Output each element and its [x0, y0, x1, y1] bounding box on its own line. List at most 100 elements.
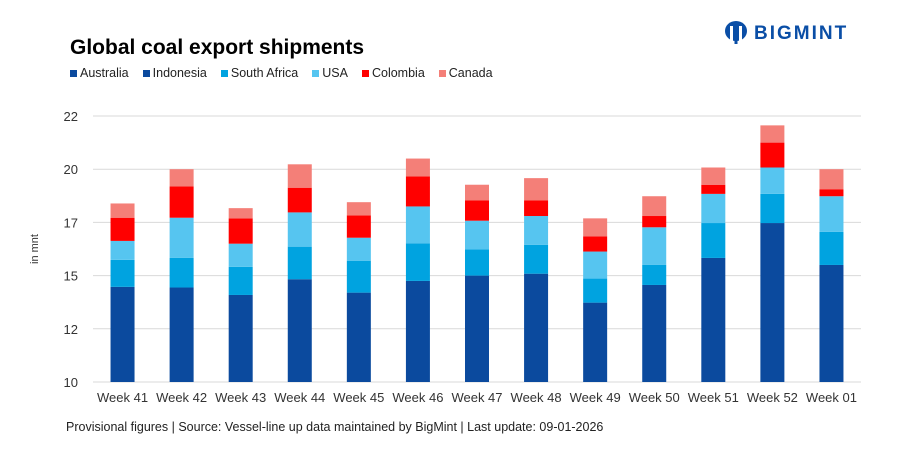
x-tick-label: Week 44 [274, 390, 325, 405]
x-tick-label: Week 49 [570, 390, 621, 405]
legend: Australia Indonesia South Africa USA Colombi… [70, 66, 493, 80]
bar-segment-australia [228, 294, 253, 382]
bar-segment-south-africa [642, 264, 667, 285]
bar-segment-canada [110, 203, 135, 218]
bar-segment-canada [760, 125, 785, 143]
bar-segment-south-africa [287, 246, 312, 280]
bar-segment-canada [228, 208, 253, 219]
bar-segment-usa [760, 167, 785, 194]
x-tick-label: Week 41 [97, 390, 148, 405]
bar-segment-usa [701, 193, 726, 224]
brand-name: BIGMINT [754, 23, 849, 44]
x-tick-label: Week 46 [392, 390, 443, 405]
chart-title: Global coal export shipments [70, 36, 365, 59]
y-axis-label: in mnt [29, 234, 41, 264]
bar-segment-south-africa [583, 278, 608, 303]
bar-segment-usa [583, 251, 608, 279]
x-tick-label: Week 43 [215, 390, 266, 405]
bar-segment-australia [819, 264, 844, 382]
bar-segment-usa [110, 240, 135, 260]
bar-segment-australia [465, 275, 489, 382]
bar-segment-south-africa [701, 223, 726, 258]
y-tick-label: 12 [64, 322, 78, 337]
bar-segment-colombia [701, 184, 726, 194]
bar-segment-canada [642, 196, 667, 217]
legend-swatch [438, 69, 446, 77]
bar-segment-south-africa [819, 231, 844, 265]
bar-segment-usa [405, 206, 430, 244]
bar-segment-south-africa [110, 259, 135, 287]
bar-segment-canada [819, 169, 844, 190]
bar-segment-colombia [524, 200, 549, 217]
bar-segment-colombia [642, 216, 667, 228]
x-tick-label: Week 48 [511, 390, 562, 405]
bar-segment-south-africa [405, 243, 430, 281]
legend-swatch [361, 69, 369, 77]
bar-segment-south-africa [524, 244, 549, 274]
bar-segment-australia [110, 286, 135, 382]
source-note: Provisional figures | Source: Vessel-lin… [66, 420, 604, 434]
bar-segment-usa [465, 220, 489, 250]
x-tick-label: Week 51 [688, 390, 739, 405]
bar-segment-colombia [405, 176, 430, 207]
bar-segment-australia [405, 280, 430, 382]
bar-segment-colombia [346, 215, 371, 238]
bar-segment-canada [524, 178, 549, 201]
legend-swatch [312, 69, 320, 77]
bar-segment-usa [642, 227, 667, 265]
bar-segment-australia [701, 257, 726, 382]
y-tick-label: 15 [64, 269, 78, 284]
bar-segment-colombia [760, 142, 785, 168]
bar-segment-usa [524, 216, 549, 245]
bar-segment-australia [583, 302, 608, 382]
bar-segment-colombia [819, 189, 844, 197]
legend-item: South Africa [220, 66, 299, 80]
bar-segment-usa [346, 237, 371, 261]
bar-segment-australia [760, 223, 785, 382]
bar-segment-south-africa [169, 257, 194, 288]
x-tick-label: Week 47 [451, 390, 502, 405]
x-tick-label: Week 52 [747, 390, 798, 405]
bar-segment-south-africa [228, 266, 253, 295]
bar-segment-colombia [228, 218, 253, 244]
legend-swatch [70, 69, 77, 77]
legend-label: Canada [448, 66, 493, 80]
legend-label: Australia [80, 66, 129, 80]
legend-label: Colombia [371, 66, 425, 80]
bar-segment-south-africa [760, 193, 785, 224]
bar-segment-colombia [465, 200, 489, 221]
y-tick-label: 10 [64, 375, 78, 390]
legend-item: Canada [438, 66, 493, 80]
bar-segment-south-africa [465, 249, 489, 276]
legend-label: USA [322, 66, 348, 80]
bar-segment-canada [465, 184, 489, 201]
bar-segment-canada [701, 167, 726, 185]
bar-segment-usa [819, 196, 844, 232]
bigmint-logo: BIGMINT [724, 20, 848, 48]
bar-segment-australia [287, 279, 312, 382]
bar-segment-colombia [583, 236, 608, 252]
legend-item: Indonesia [142, 66, 207, 80]
bar-segment-usa [287, 212, 312, 247]
y-tick-label: 20 [64, 162, 78, 177]
bar-segment-canada [346, 202, 371, 216]
x-tick-label: Week 42 [156, 390, 207, 405]
y-tick-label: 22 [64, 109, 78, 124]
bar-segment-canada [583, 218, 608, 237]
bar-segment-australia [346, 292, 371, 382]
bar-segment-south-africa [346, 260, 371, 293]
legend-swatch [220, 69, 228, 77]
bar-segment-australia [642, 284, 667, 382]
bigmint-logo-icon [725, 21, 747, 44]
bar-segment-australia [169, 287, 194, 382]
x-tick-label: Week 45 [333, 390, 384, 405]
legend-item: Colombia [361, 66, 425, 80]
bar-segment-colombia [287, 187, 312, 213]
bar-segment-australia [524, 273, 549, 382]
bar-segment-usa [169, 217, 194, 258]
legend-label: South Africa [230, 66, 299, 80]
bar-segment-usa [228, 243, 253, 267]
bar-segment-canada [405, 158, 430, 177]
x-tick-label: Week 01 [806, 390, 857, 405]
